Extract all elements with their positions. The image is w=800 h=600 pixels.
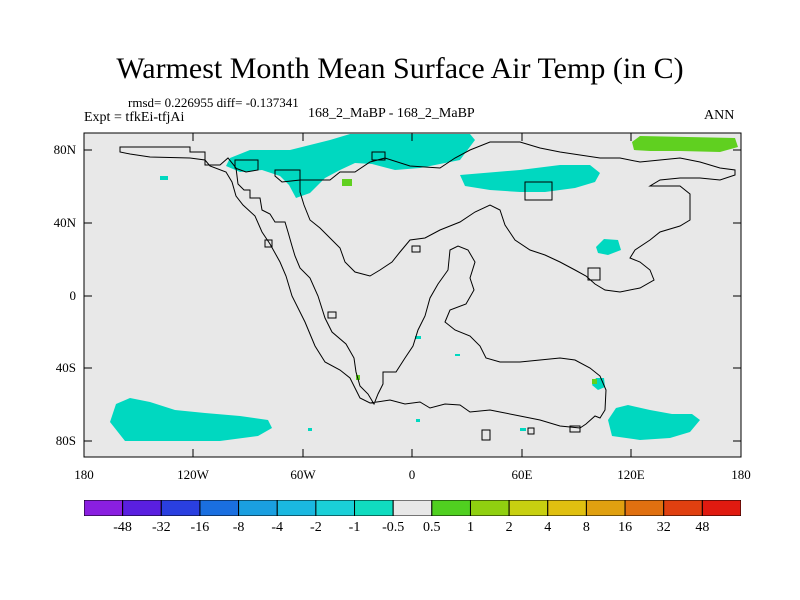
colorbar-label: 48 (695, 520, 710, 535)
comparison-label: 168_2_MaBP - 168_2_MaBP (308, 106, 475, 121)
anomaly-patch-antarctic-east (608, 405, 700, 440)
stats-line: rmsd= 0.226955 diff= -0.137341 (128, 95, 299, 110)
colorbar-label: 4 (544, 520, 552, 535)
y-tick-label: 0 (69, 288, 77, 303)
anomaly-dot-3 (455, 354, 460, 356)
y-tick-label: 80N (53, 142, 76, 157)
anomaly-dot-warm-1 (342, 179, 352, 186)
anomaly-patch-asia-small (596, 239, 621, 255)
axis-ticks (83, 133, 742, 457)
colorbar-label: 32 (656, 520, 671, 535)
colorbar-label: -48 (113, 520, 132, 535)
colorbar-swatch (199, 500, 240, 516)
colorbar-label: 16 (618, 520, 633, 535)
colorbar (84, 500, 741, 516)
colorbar-label: 2 (505, 520, 513, 535)
x-tick-label: 60W (290, 467, 316, 482)
x-tick-label: 60E (511, 467, 533, 482)
x-tick-label: 120W (177, 467, 209, 482)
colorbar-swatch (431, 500, 471, 516)
colorbar-swatch (508, 500, 549, 516)
colorbar-swatch (84, 500, 124, 516)
colorbar-label: 8 (582, 520, 590, 535)
colorbar-swatch (276, 500, 317, 516)
anomaly-patch-arctic-east (460, 165, 600, 192)
colorbar-swatch (238, 500, 278, 516)
x-tick-label: 180 (74, 467, 94, 482)
coastline-americas (119, 146, 607, 429)
anomaly-dot-1 (160, 176, 168, 180)
x-tick-label: 0 (408, 467, 416, 482)
cool-anomaly-regions (110, 134, 700, 441)
y-tick-label: 40N (53, 215, 76, 230)
anomaly-patch-arctic-america (226, 134, 475, 198)
colorbar-swatch (122, 500, 162, 516)
colorbar-swatch (392, 500, 433, 516)
anomaly-dot-2 (415, 336, 421, 339)
colorbar-label: -16 (190, 520, 210, 535)
season-label: ANN (704, 108, 735, 123)
colorbar-swatch (354, 500, 394, 516)
anomaly-dot-4 (520, 428, 526, 431)
anomaly-patch-siberia-warm (632, 136, 738, 152)
colorbar-label: -32 (151, 520, 171, 535)
colorbar-label: -8 (232, 520, 245, 535)
anomaly-dot-warm-3 (592, 379, 597, 384)
y-tick-label: 80S (55, 433, 76, 448)
colorbar-swatch (624, 500, 665, 516)
coastline-small-islands (264, 239, 601, 441)
coastline-arctic-islands (234, 151, 553, 201)
x-tick-label: 180 (731, 467, 751, 482)
colorbar-label: 0.5 (423, 520, 441, 535)
colorbar-swatch (663, 500, 703, 516)
colorbar-label: 1 (467, 520, 474, 535)
y-tick-label: 40S (55, 360, 76, 375)
colorbar-label: -1 (348, 520, 361, 535)
x-tick-label: 120E (617, 467, 645, 482)
plot-title: Warmest Month Mean Surface Air Temp (in … (116, 52, 684, 85)
experiment-label: Expt = tfkEi-tfjAi (84, 110, 185, 125)
colorbar-swatch (701, 500, 741, 516)
colorbar-swatch (315, 500, 356, 516)
colorbar-label: -4 (271, 520, 284, 535)
colorbar-swatch (160, 500, 201, 516)
colorbar-label: -0.5 (382, 520, 405, 535)
anomaly-patch-antarctic-west (110, 398, 272, 441)
colorbar-swatch (469, 500, 510, 516)
colorbar-label: -2 (310, 520, 322, 535)
colorbar-swatch (585, 500, 626, 516)
coastlines (119, 141, 736, 441)
coastline-tethys-north (299, 141, 736, 293)
anomaly-dot-6 (416, 419, 420, 422)
colorbar-swatch (547, 500, 587, 516)
anomaly-dot-5 (308, 428, 312, 431)
